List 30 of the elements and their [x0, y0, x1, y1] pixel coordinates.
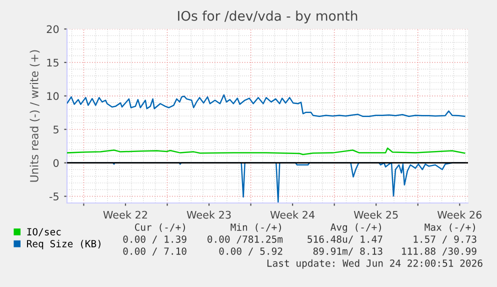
- text: Avg (-/+): [330, 223, 381, 233]
- text: Last update: Wed Jun 24 22:00:51 2026: [267, 259, 482, 269]
- legend-label: IO/sec: [27, 228, 61, 236]
- x-tick-label: Week 25: [354, 210, 398, 219]
- chart-title: IOs for /dev/vda - by month: [178, 10, 358, 24]
- y-tick-label: 10: [47, 92, 59, 100]
- text: 0.00 / 7.10: [123, 247, 186, 256]
- x-tick-label: Week 26: [437, 210, 482, 219]
- text: 0.00 /781.25m: [208, 235, 283, 244]
- x-tick-label: Week 23: [186, 210, 231, 219]
- y-tick-label: 5: [54, 126, 58, 134]
- text: 516.48u/ 1.47: [308, 235, 382, 244]
- x-tick-label: Week 22: [103, 210, 147, 219]
- text: 0.00 / 1.39: [123, 235, 186, 244]
- text: 89.91m/ 8.13: [313, 247, 382, 256]
- text: 111.88 /30.99: [402, 247, 476, 256]
- x-tick-label: Week 24: [270, 210, 315, 219]
- line-series: [67, 94, 466, 117]
- text: Max (-/+): [424, 223, 475, 232]
- y-axis-title: Units read (-) / write (+): [30, 50, 40, 182]
- text: 1.57 / 9.73: [414, 235, 476, 244]
- y-tick-label: 20: [46, 25, 59, 34]
- text: 0.00 / 5.92: [219, 247, 282, 256]
- y-tick-label: 0: [53, 159, 59, 167]
- legend-label: Req Size (KB): [27, 240, 100, 250]
- text: Min (-/+): [230, 223, 281, 232]
- y-tick-label: 15: [47, 58, 58, 67]
- y-tick-label: -5: [49, 192, 58, 200]
- text: Cur (-/+): [134, 223, 185, 232]
- line-series: [67, 148, 466, 156]
